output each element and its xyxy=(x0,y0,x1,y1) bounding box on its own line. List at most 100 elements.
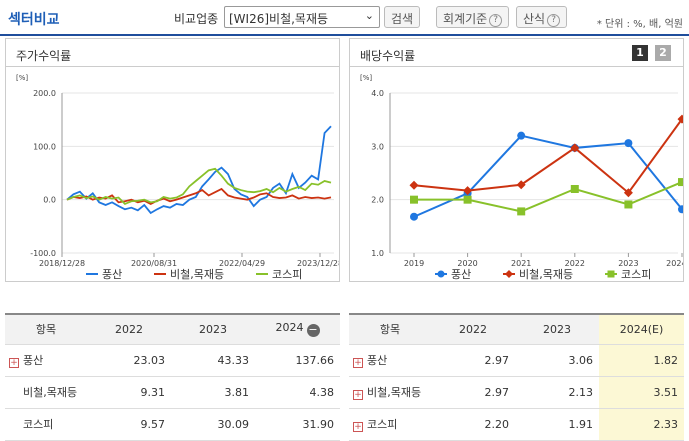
expand-icon[interactable]: + xyxy=(353,390,363,400)
cell: 3.06 xyxy=(515,344,599,377)
data-point xyxy=(409,180,419,190)
expand-icon[interactable]: + xyxy=(353,358,363,368)
cell: 2.20 xyxy=(431,408,515,441)
x-tick-label: 2023 xyxy=(618,259,638,268)
cell: 2.97 xyxy=(431,376,515,409)
expand-icon[interactable]: + xyxy=(9,358,19,368)
y-tick-label: 4.0 xyxy=(371,89,384,98)
row-label: 비철,목재등 xyxy=(5,376,87,409)
table-row: + 코스피 2.20 1.91 2.33 xyxy=(349,408,684,441)
col-header: 2022 xyxy=(87,313,171,345)
stock-return-panel: 주가수익률 [%] 200.0 100.0 0.0 -100.0 2018/12/28 20… xyxy=(5,38,340,282)
chevron-down-icon: ⌄ xyxy=(364,9,374,22)
data-point xyxy=(517,131,526,140)
row-name: 풍산 xyxy=(23,354,44,367)
cell: 4.38 xyxy=(255,376,340,409)
criteria-button[interactable]: 회계기준? xyxy=(436,6,510,28)
cell: 9.31 xyxy=(87,376,171,409)
row-label: + 비철,목재등 xyxy=(349,376,431,409)
col-header: 2024− xyxy=(255,313,340,345)
help-icon: ? xyxy=(547,14,561,27)
cell: 3.51 xyxy=(599,376,684,409)
criteria-label: 회계기준 xyxy=(443,12,488,26)
stock-return-title: 주가수익률 xyxy=(6,39,339,67)
formula-label: 산식 xyxy=(523,12,546,26)
cell: 43.33 xyxy=(171,344,255,377)
col-header: 2023 xyxy=(171,313,255,345)
row-label: + 코스피 xyxy=(349,408,431,441)
table-header-row: 항목 2022 2023 2024(E) xyxy=(349,313,684,345)
row-name: 코스피 xyxy=(367,418,398,431)
data-point xyxy=(623,188,633,198)
y-tick-label: -100.0 xyxy=(30,249,56,258)
legend-label: 비철,목재등 xyxy=(519,268,573,281)
help-icon: ? xyxy=(489,14,503,27)
row-name: 풍산 xyxy=(367,354,388,367)
cell: 137.66 xyxy=(255,344,340,377)
legend-label: 코스피 xyxy=(272,268,302,281)
data-point xyxy=(678,205,683,214)
x-tick-label: 2023/12/28 xyxy=(297,259,339,268)
formula-button[interactable]: 산식? xyxy=(516,6,568,28)
y-tick-label: 200.0 xyxy=(33,89,56,98)
page-1-button[interactable]: 1 xyxy=(632,45,648,61)
page-2-button[interactable]: 2 xyxy=(655,45,671,61)
collapse-icon[interactable]: − xyxy=(306,323,320,338)
x-tick-label: 2020/08/31 xyxy=(131,259,177,268)
legend-label: 풍산 xyxy=(451,268,471,281)
table-row: 코스피 9.57 30.09 31.90 xyxy=(5,408,340,441)
industry-select-value: [WI26]비철,목재등 xyxy=(229,12,329,26)
cell: 31.90 xyxy=(255,408,340,441)
x-tick-label: 2024(E) xyxy=(666,259,683,268)
page-title: 섹터비교 xyxy=(8,12,60,28)
stock-return-table: 항목 2022 2023 2024− + 풍산 23.03 43.33 137.6… xyxy=(5,313,340,441)
cell: 2.97 xyxy=(431,344,515,377)
x-tick-label: 2019 xyxy=(404,259,424,268)
data-point xyxy=(624,139,633,148)
data-point xyxy=(516,180,526,190)
col-header: 항목 xyxy=(349,313,431,345)
search-button[interactable]: 검색 xyxy=(384,6,421,28)
unit-note: * 단위 : %, 배, 억원 xyxy=(596,19,683,30)
y-axis-unit: [%] xyxy=(16,74,28,82)
y-tick-label: 0.0 xyxy=(43,196,56,205)
col-header: 항목 xyxy=(5,313,87,345)
row-label: 코스피 xyxy=(5,408,87,441)
x-tick-label: 2021 xyxy=(511,259,531,268)
table-row: + 비철,목재등 2.97 2.13 3.51 xyxy=(349,376,684,409)
table-header-row: 항목 2022 2023 2024− xyxy=(5,313,340,345)
industry-select[interactable]: [WI26]비철,목재등 ⌄ xyxy=(224,6,380,28)
data-point xyxy=(570,143,580,153)
x-tick-label: 2022/04/29 xyxy=(219,259,265,268)
legend-label: 코스피 xyxy=(621,268,651,281)
expand-icon[interactable]: + xyxy=(353,422,363,432)
table-row: + 풍산 2.97 3.06 1.82 xyxy=(349,344,684,377)
y-tick-label: 100.0 xyxy=(33,142,56,151)
dividend-title: 배당수익률 xyxy=(350,39,683,67)
dividend-table: 항목 2022 2023 2024(E) + 풍산 2.97 3.06 1.82 … xyxy=(349,313,684,441)
legend-marker xyxy=(607,270,615,278)
y-tick-label: 2.0 xyxy=(371,196,384,205)
y-tick-label: 1.0 xyxy=(371,249,384,258)
compare-label: 비교업종 xyxy=(174,12,219,26)
col-header: 2022 xyxy=(431,313,515,345)
legend-marker xyxy=(505,270,513,278)
header-divider xyxy=(0,34,689,36)
series-line-2 xyxy=(413,118,683,195)
col-header: 2024(E) xyxy=(599,313,684,345)
data-point xyxy=(410,212,418,221)
data-point xyxy=(570,185,579,193)
data-point xyxy=(410,195,418,204)
cell: 9.57 xyxy=(87,408,171,441)
col-header: 2023 xyxy=(515,313,599,345)
x-tick-label: 2020 xyxy=(457,259,477,268)
data-point xyxy=(624,200,633,209)
table-row: 비철,목재등 9.31 3.81 4.38 xyxy=(5,376,340,409)
data-point xyxy=(517,207,526,216)
cell: 23.03 xyxy=(87,344,171,377)
series-line-1 xyxy=(413,134,683,218)
cell: 3.81 xyxy=(171,376,255,409)
cell: 30.09 xyxy=(171,408,255,441)
data-point xyxy=(463,195,472,204)
